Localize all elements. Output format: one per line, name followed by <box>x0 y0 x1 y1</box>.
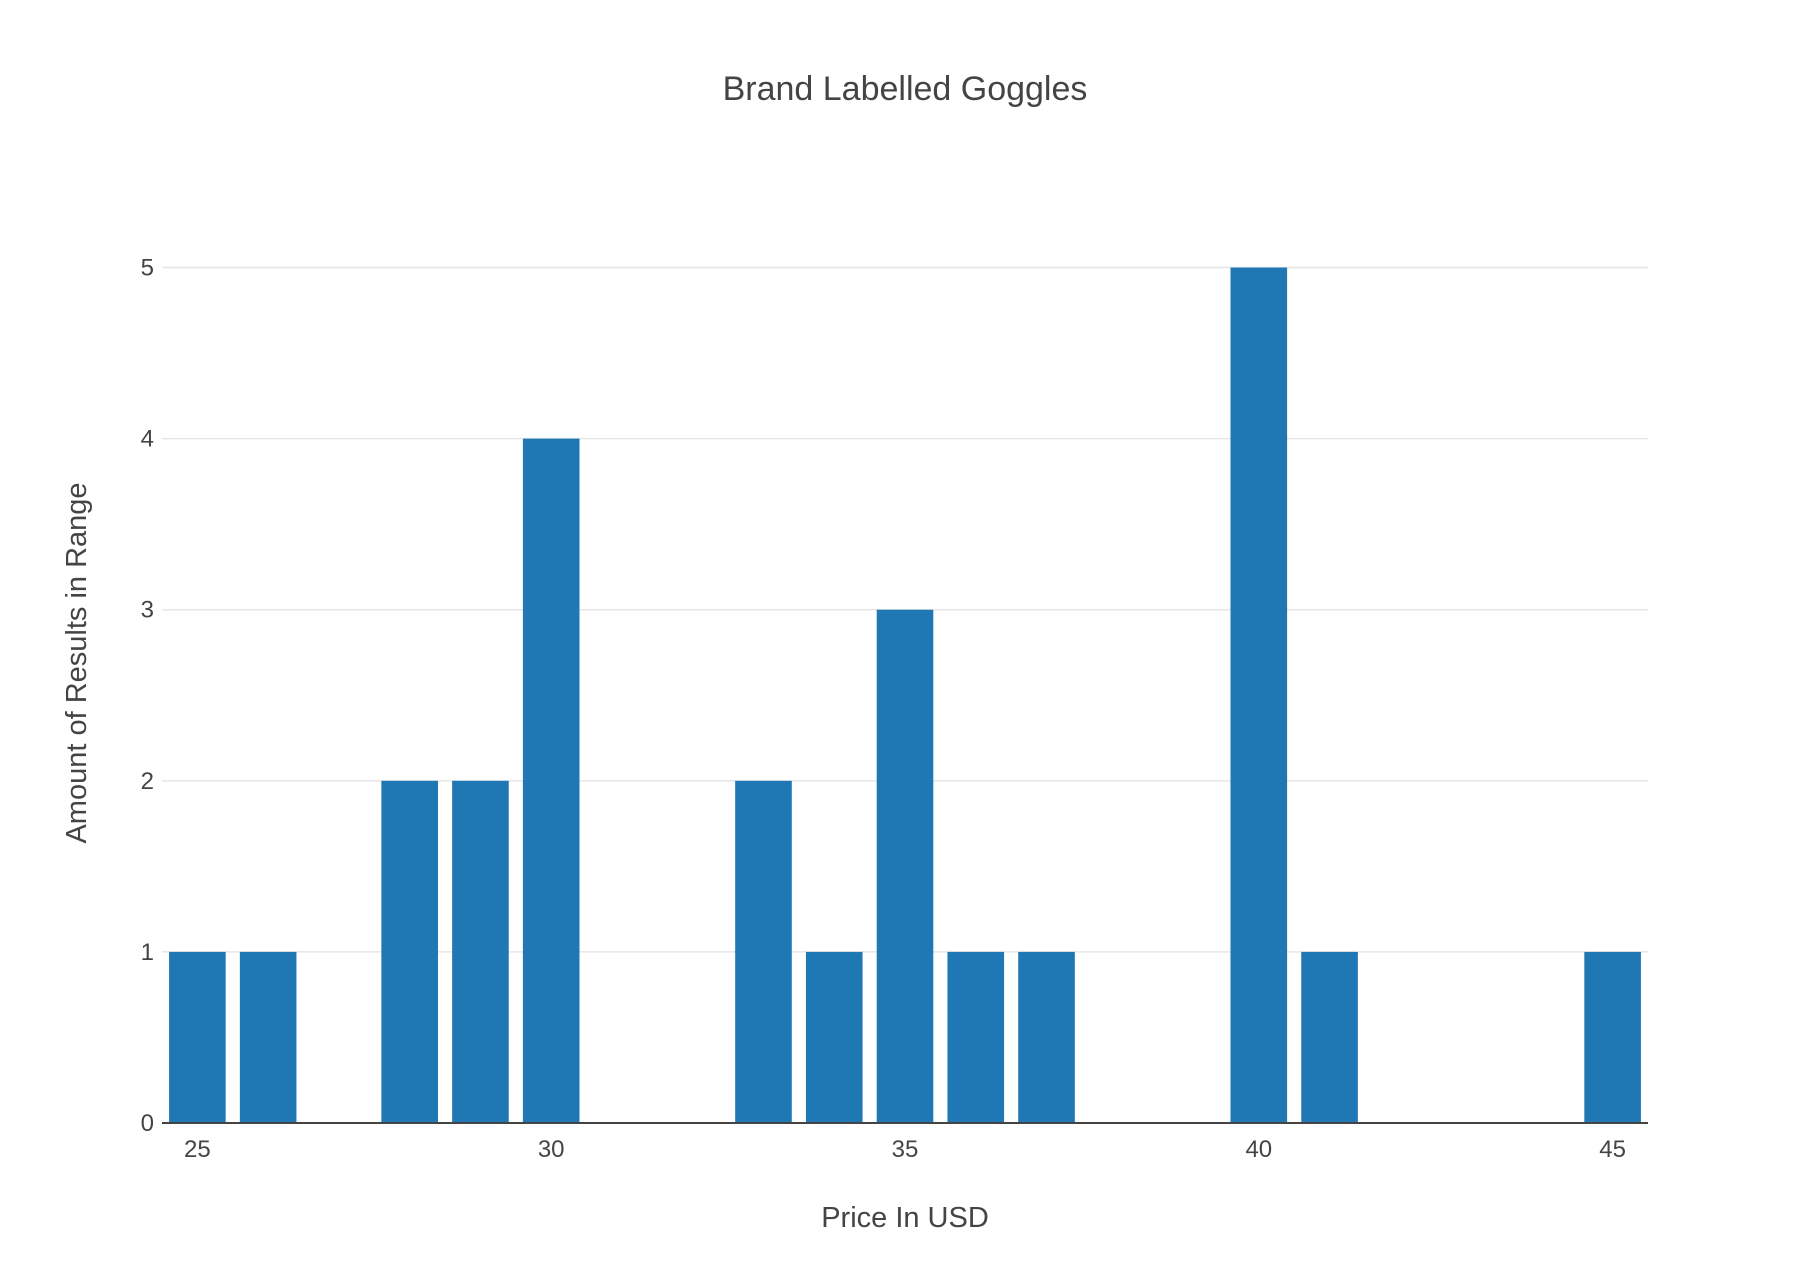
bar <box>381 780 438 1123</box>
x-tick-label: 25 <box>184 1136 211 1163</box>
x-tick-label: 40 <box>1245 1136 1272 1163</box>
chart-title: Brand Labelled Goggles <box>723 70 1088 108</box>
y-axis-ticks: 0 1 2 3 4 5 <box>141 255 154 1137</box>
x-tick-label: 30 <box>538 1136 565 1163</box>
y-tick-label: 4 <box>141 426 154 453</box>
y-tick-label: 0 <box>141 1110 154 1137</box>
bar <box>735 780 792 1123</box>
bar <box>1301 951 1358 1123</box>
y-tick-label: 3 <box>141 597 154 624</box>
bar <box>947 951 1005 1123</box>
bar <box>452 780 509 1123</box>
x-axis-title: Price In USD <box>821 1202 989 1234</box>
x-tick-label: 35 <box>892 1136 919 1163</box>
bar <box>522 438 580 1123</box>
x-axis-ticks: 25 30 35 40 45 <box>184 1136 1626 1163</box>
x-tick-label: 45 <box>1599 1136 1626 1163</box>
y-tick-label: 1 <box>141 939 154 966</box>
y-tick-label: 5 <box>141 255 154 282</box>
bar <box>239 951 297 1123</box>
bar <box>1230 267 1288 1124</box>
bar <box>1018 951 1075 1123</box>
bar <box>1584 951 1641 1123</box>
y-axis-title: Amount of Results in Range <box>61 482 93 843</box>
bars <box>169 267 1641 1124</box>
bar <box>169 951 226 1123</box>
bar <box>805 951 863 1123</box>
y-tick-label: 2 <box>141 768 154 795</box>
bar <box>876 609 934 1123</box>
